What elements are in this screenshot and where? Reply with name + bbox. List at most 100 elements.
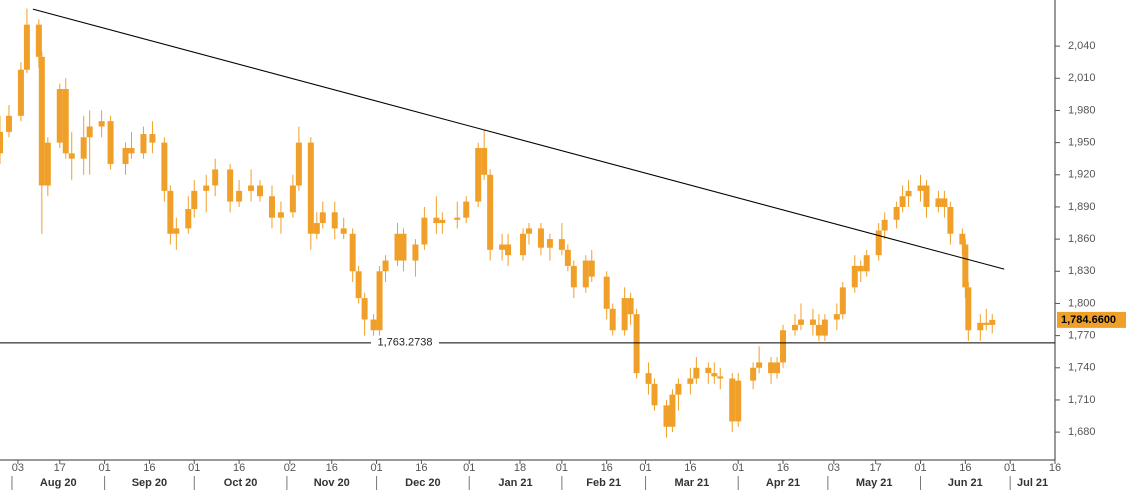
candle-body [977,322,984,331]
candle-body [370,319,377,331]
month-label: Dec 20 [405,477,440,489]
candle-body [633,314,640,374]
candle-body [98,121,105,127]
y-tick-label: 1,890 [1068,201,1096,213]
x-tick-label: 16 [1049,462,1061,474]
candle-body [44,142,51,186]
candle-body [603,276,610,309]
candle-body [941,198,948,207]
candle-body [421,217,428,245]
month-label: Nov 20 [314,477,350,489]
candle-body [893,206,900,220]
candle-body [319,212,326,224]
candle-body [546,239,553,248]
month-label: Apr 21 [766,477,800,489]
candle-body [857,265,864,272]
y-tick-label: 2,040 [1068,40,1096,52]
x-tick-label: 01 [188,462,200,474]
candle-body [899,196,906,207]
x-tick-label: 01 [98,462,110,474]
candle-body [295,142,302,186]
candle-body [227,169,234,202]
candle-body [750,367,757,381]
candle-body [839,287,846,315]
candle-body [711,373,718,377]
y-tick-label: 2,010 [1068,72,1096,84]
candle-body [609,308,616,331]
x-tick-label: 01 [370,462,382,474]
candle-body [248,185,255,191]
candle-body [268,196,275,218]
candle-body [361,298,368,320]
candle-body [863,255,870,272]
y-tick-label: 1,860 [1068,233,1096,245]
candle-body [851,265,858,288]
candle-body [38,56,45,186]
y-tick-label: 1,740 [1068,362,1096,374]
candle-body [17,69,24,116]
candle-body [917,185,924,191]
candle-body [588,260,595,277]
candle-body [947,206,954,234]
candle-body [56,88,63,143]
x-tick-label: 16 [959,462,971,474]
candle-body [62,88,69,154]
candle-body [289,185,296,213]
candle-body [833,314,840,320]
candle-body [355,271,362,299]
candle-body [791,324,798,331]
x-tick-label: 01 [556,462,568,474]
candle-body [340,228,347,234]
x-tick-label: 03 [828,462,840,474]
candle-body [905,190,912,197]
candle-body [128,147,135,154]
x-tick-label: 16 [326,462,338,474]
month-label: Feb 21 [586,477,621,489]
candle-body [475,147,482,202]
last-price-label: 1,784.6600 [1061,314,1116,326]
candle-body [693,367,700,379]
candle-body [68,153,75,159]
y-tick-label: 1,950 [1068,137,1096,149]
candle-body [537,228,544,248]
candle-body [705,367,712,374]
candle-body [23,24,30,70]
candle-body [185,209,192,229]
trendline [32,8,1005,270]
y-tick-label: 1,710 [1068,394,1096,406]
candle-body [236,190,243,202]
candle-body [645,373,652,384]
y-tick-label: 1,770 [1068,330,1096,342]
candle-body [962,244,969,288]
y-tick-label: 1,680 [1068,426,1096,438]
candle-body [663,405,670,427]
candle-body [382,260,389,272]
candle-body [499,244,506,250]
candle-body [965,287,972,331]
candle-body [307,142,314,234]
candle-body [191,190,198,210]
candle-body [412,244,419,261]
x-tick-label: 01 [1004,462,1016,474]
candle-body [989,319,996,325]
month-label: Jul 21 [1017,477,1048,489]
candle-body [669,394,676,427]
candle-body [651,383,658,406]
x-tick-label: 03 [12,462,24,474]
candle-body [729,378,736,422]
candle-body [923,185,930,207]
candle-body [167,190,174,234]
candle-body [570,265,577,288]
y-tick-label: 1,980 [1068,104,1096,116]
candle-body [331,212,338,229]
x-tick-label: 01 [639,462,651,474]
candle-body [505,244,512,256]
candle-body [582,260,589,288]
x-tick-label: 16 [601,462,613,474]
candle-body [768,362,775,374]
candle-body [959,233,966,245]
x-tick-label: 17 [870,462,882,474]
y-tick-label: 1,830 [1068,265,1096,277]
candle-body [140,134,147,154]
